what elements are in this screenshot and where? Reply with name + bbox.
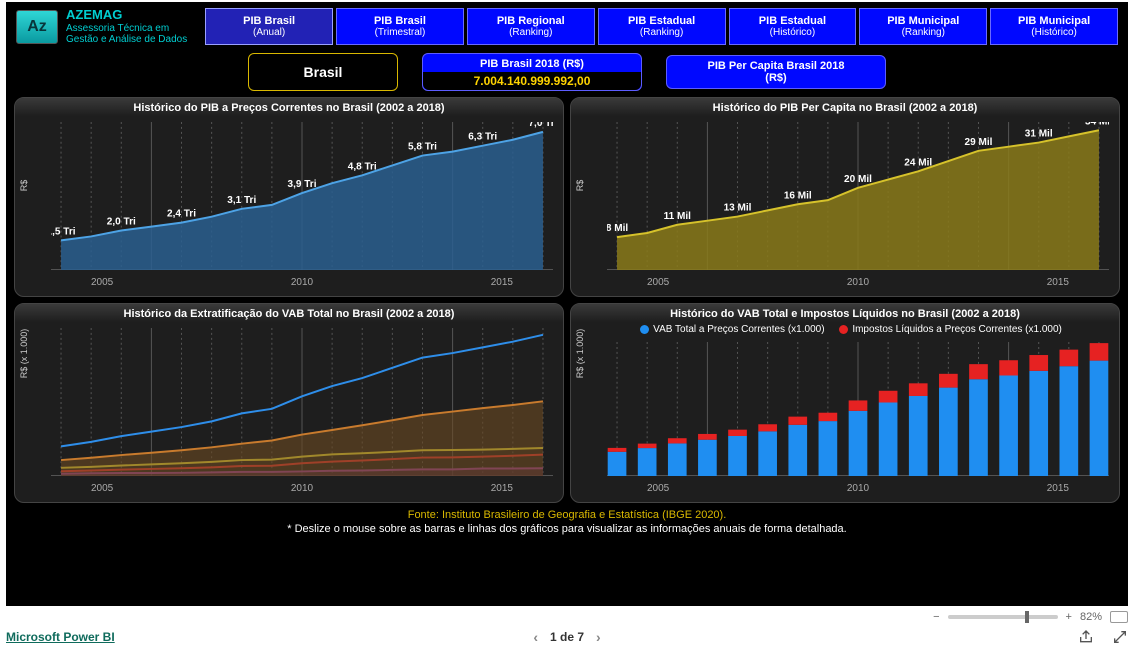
brand-logo: Az	[16, 10, 58, 44]
svg-text:13 Mil: 13 Mil	[724, 203, 752, 214]
chart1-ylabel: R$	[19, 180, 29, 192]
source-text: Instituto Brasileiro de Geografia e Esta…	[442, 509, 726, 521]
chart-pib-historico[interactable]: Histórico do PIB a Preços Correntes no B…	[14, 97, 564, 297]
kpi-pib-total[interactable]: PIB Brasil 2018 (R$) 7.004.140.999.992,0…	[422, 53, 642, 91]
nav-tab-5[interactable]: PIB Municipal(Ranking)	[859, 8, 987, 45]
zoom-value: 82%	[1080, 611, 1102, 623]
svg-text:31 Mil: 31 Mil	[1025, 129, 1053, 140]
chart3-xaxis: 2005 2010 2015	[51, 483, 553, 494]
powerbi-link[interactable]: Microsoft Power BI	[6, 630, 115, 644]
chart-vab-extratificacao[interactable]: Histórico da Extratificação do VAB Total…	[14, 303, 564, 503]
share-icon[interactable]	[1078, 629, 1094, 645]
svg-text:16 Mil: 16 Mil	[784, 190, 812, 201]
chart-pib-percapita-historico[interactable]: Histórico do PIB Per Capita no Brasil (2…	[570, 97, 1120, 297]
xtick: 2015	[1047, 277, 1069, 288]
xtick: 2010	[847, 277, 869, 288]
chart1-title: Histórico do PIB a Preços Correntes no B…	[15, 98, 563, 116]
kpi-pib-percapita-unit: (R$)	[765, 72, 786, 84]
svg-text:5,8 Tri: 5,8 Tri	[408, 142, 437, 153]
kpi-pib-percapita-label: PIB Per Capita Brasil 2018	[708, 60, 845, 72]
zoom-in-icon[interactable]: +	[1066, 611, 1072, 623]
nav-tab-1[interactable]: PIB Brasil(Trimestral)	[336, 8, 464, 45]
chart-vab-impostos[interactable]: Histórico do VAB Total e Impostos Líquid…	[570, 303, 1120, 503]
svg-text:3,9 Tri: 3,9 Tri	[288, 179, 317, 190]
source-label: Fonte:	[408, 509, 442, 521]
svg-text:20 Mil: 20 Mil	[844, 174, 872, 185]
svg-text:1,5 Tri: 1,5 Tri	[51, 227, 76, 238]
brand-title: AZEMAG	[66, 8, 187, 22]
xtick: 2015	[1047, 483, 1069, 494]
chart3-ylabel: R$ (x 1.000)	[19, 329, 29, 379]
legend-swatch-vab	[640, 325, 649, 334]
brand-sub1: Assessoria Técnica em	[66, 23, 187, 34]
nav-tab-0[interactable]: PIB Brasil(Anual)	[205, 8, 333, 45]
svg-text:7,0 Tri: 7,0 Tri	[528, 122, 553, 129]
legend-swatch-imp	[839, 325, 848, 334]
page-prev-icon[interactable]: ‹	[533, 629, 538, 645]
source-line: Fonte: Instituto Brasileiro de Geografia…	[6, 509, 1128, 521]
page-next-icon[interactable]: ›	[596, 629, 601, 645]
chart2-title: Histórico do PIB Per Capita no Brasil (2…	[571, 98, 1119, 116]
fit-page-icon[interactable]	[1110, 611, 1128, 623]
nav-tab-6[interactable]: PIB Municipal(Histórico)	[990, 8, 1118, 45]
svg-text:6,3 Tri: 6,3 Tri	[468, 132, 497, 143]
nav-tabs: PIB Brasil(Anual)PIB Brasil(Trimestral)P…	[205, 8, 1118, 45]
powerbi-footer: Microsoft Power BI ‹ 1 de 7 ›	[6, 626, 1128, 648]
zoom-slider[interactable]	[948, 615, 1058, 619]
chart4-xaxis: 2005 2010 2015	[607, 483, 1109, 494]
kpi-pib-total-label: PIB Brasil 2018 (R$)	[443, 58, 621, 70]
xtick: 2005	[91, 483, 113, 494]
kpi-pib-total-value: 7.004.140.999.992,00	[423, 72, 641, 90]
nav-tab-4[interactable]: PIB Estadual(Histórico)	[729, 8, 857, 45]
chart4-legend: VAB Total a Preços Correntes (x1.000) Im…	[571, 322, 1119, 337]
svg-text:29 Mil: 29 Mil	[965, 137, 993, 148]
page-indicator: 1 de 7	[550, 630, 584, 644]
nav-tab-2[interactable]: PIB Regional(Ranking)	[467, 8, 595, 45]
svg-text:8 Mil: 8 Mil	[607, 223, 628, 234]
country-pill[interactable]: Brasil	[248, 53, 398, 91]
svg-text:24 Mil: 24 Mil	[904, 157, 932, 168]
kpi-pib-percapita[interactable]: PIB Per Capita Brasil 2018 (R$)	[666, 55, 886, 89]
svg-text:34 Mil: 34 Mil	[1085, 122, 1109, 127]
xtick: 2010	[847, 483, 869, 494]
legend-label-imp: Impostos Líquidos a Preços Correntes (x1…	[852, 324, 1062, 335]
xtick: 2010	[291, 483, 313, 494]
chart2-xaxis: 2005 2010 2015	[607, 277, 1109, 288]
hint-line: * Deslize o mouse sobre as barras e linh…	[6, 523, 1128, 535]
xtick: 2005	[647, 483, 669, 494]
svg-text:4,8 Tri: 4,8 Tri	[348, 161, 377, 172]
brand-sub2: Gestão e Análise de Dados	[66, 34, 187, 45]
svg-text:3,1 Tri: 3,1 Tri	[227, 195, 256, 206]
pager: ‹ 1 de 7 ›	[533, 629, 600, 645]
chart4-title: Histórico do VAB Total e Impostos Líquid…	[571, 304, 1119, 322]
xtick: 2010	[291, 277, 313, 288]
xtick: 2005	[647, 277, 669, 288]
zoom-out-icon[interactable]: −	[933, 611, 939, 623]
chart2-ylabel: R$	[575, 180, 585, 192]
svg-text:11 Mil: 11 Mil	[664, 211, 692, 222]
xtick: 2015	[491, 277, 513, 288]
nav-tab-3[interactable]: PIB Estadual(Ranking)	[598, 8, 726, 45]
zoom-bar: − + 82%	[6, 608, 1128, 626]
brand-block: AZEMAG Assessoria Técnica em Gestão e An…	[66, 8, 187, 44]
xtick: 2005	[91, 277, 113, 288]
xtick: 2015	[491, 483, 513, 494]
svg-text:2,0 Tri: 2,0 Tri	[107, 217, 136, 228]
chart4-ylabel: R$ (x 1.000)	[575, 329, 585, 379]
chart1-xaxis: 2005 2010 2015	[51, 277, 553, 288]
fullscreen-icon[interactable]	[1112, 629, 1128, 645]
legend-label-vab: VAB Total a Preços Correntes (x1.000)	[653, 324, 824, 335]
svg-text:2,4 Tri: 2,4 Tri	[167, 209, 196, 220]
chart3-title: Histórico da Extratificação do VAB Total…	[15, 304, 563, 322]
